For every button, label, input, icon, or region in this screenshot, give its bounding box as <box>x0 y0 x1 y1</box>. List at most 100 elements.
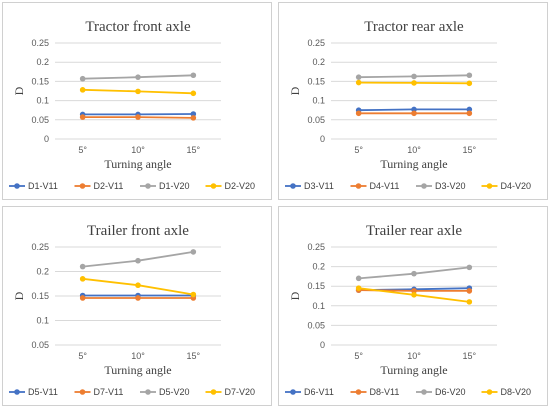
data-point-d4-v11 <box>355 110 362 117</box>
data-point-d1-v20 <box>79 75 86 82</box>
legend-marker <box>14 389 20 395</box>
legend-marker <box>14 183 20 189</box>
x-tick-label: 15° <box>463 351 477 361</box>
x-tick-label: 15° <box>187 145 201 155</box>
data-point-d3-v11 <box>411 106 417 113</box>
y-tick-label: 0.2 <box>312 262 325 272</box>
data-point-d1-v20 <box>135 74 141 80</box>
y-tick-label: 0.25 <box>31 242 49 252</box>
data-point-d3-v20 <box>466 72 473 79</box>
legend-marker <box>355 389 362 395</box>
y-tick-label: 0.25 <box>307 242 325 252</box>
legend-marker <box>290 183 296 189</box>
y-axis-label: D <box>12 291 26 300</box>
legend-entry: D4-V20 <box>501 181 532 191</box>
data-point-d2-v20 <box>190 90 197 97</box>
y-axis-label: D <box>12 86 26 95</box>
legend-entry: D4-V11 <box>370 181 400 191</box>
chart-trailer-rear-axle: Trailer rear axle 0 0.05 0.1 0.15 0.2 0.25 5° 10… <box>285 223 532 397</box>
data-point-d5-v20 <box>135 257 141 264</box>
data-point-d8-v20 <box>411 292 417 298</box>
data-point-d2-v11 <box>135 114 141 120</box>
legend-entry: D3-V20 <box>435 181 466 191</box>
y-tick-label: 0.1 <box>312 96 325 106</box>
x-axis-label: Turning angle <box>380 363 447 377</box>
x-tick-label: 10° <box>407 145 421 155</box>
x-tick-label: 15° <box>463 145 477 155</box>
legend-entry: D2-V11 <box>94 181 124 191</box>
data-point-d8-v20 <box>355 285 362 291</box>
y-tick-label: 0.15 <box>307 281 325 291</box>
y-tick-label: 0.05 <box>31 115 49 125</box>
y-tick-label: 0.2 <box>36 57 49 67</box>
data-point-d2-v20 <box>79 87 86 93</box>
chart-title: Trailer front axle <box>87 223 189 239</box>
data-point-d5-v20 <box>79 263 86 270</box>
x-tick-label: 5° <box>78 145 87 155</box>
y-tick-label: 0.15 <box>307 76 325 86</box>
legend-marker <box>486 183 493 189</box>
legend-entry: D2-V20 <box>225 181 256 191</box>
y-tick-label: 0.25 <box>31 38 49 48</box>
panel-trailer-rear-axle: Trailer rear axle 0 0.05 0.1 0.15 0.2 0.25 5° 10… <box>278 206 548 406</box>
data-point-d1-v11 <box>190 111 197 117</box>
legend-marker <box>79 183 86 189</box>
legend-entry: D1-V11 <box>28 181 58 191</box>
legend-marker <box>210 183 217 189</box>
x-tick-label: 5° <box>354 351 363 361</box>
data-point-d7-v11 <box>135 295 141 301</box>
x-axis-label: Turning angle <box>380 157 447 171</box>
legend-entry: D3-V11 <box>304 181 334 191</box>
data-point-d4-v11 <box>411 110 417 117</box>
data-point-d2-v11 <box>79 114 86 120</box>
legend-marker <box>421 183 427 189</box>
y-tick-label: 0.15 <box>31 76 49 86</box>
y-tick-label: 0.2 <box>312 57 325 67</box>
data-point-d7-v20 <box>79 276 86 282</box>
legend-entry: D7-V11 <box>94 387 124 397</box>
data-point-d3-v20 <box>411 73 417 80</box>
data-point-d4-v20 <box>355 79 362 86</box>
data-point-d8-v20 <box>466 299 473 305</box>
legend-entry: D6-V20 <box>435 387 466 397</box>
data-point-d2-v11 <box>190 115 197 121</box>
data-point-d4-v11 <box>466 110 473 117</box>
chart-trailer-front-axle: Trailer front axle 0.05 0.1 0.15 0.2 0.25 5° 10… <box>9 223 256 397</box>
y-tick-label: 0.25 <box>307 38 325 48</box>
data-point-d2-v20 <box>135 88 141 95</box>
x-tick-label: 15° <box>187 351 201 361</box>
x-axis-label: Turning angle <box>104 157 171 171</box>
y-tick-label: 0 <box>44 134 49 144</box>
y-axis-label: D <box>288 86 302 95</box>
panel-tractor-rear-axle: Tractor rear axle 0 0.05 0.1 0.15 0.2 0.25 5° 10… <box>278 2 548 200</box>
panel-trailer-front-axle: Trailer front axle 0.05 0.1 0.15 0.2 0.25 5° 10… <box>2 206 272 406</box>
legend-entry: D8-V11 <box>370 387 400 397</box>
data-point-d6-v20 <box>466 264 473 271</box>
legend-entry: D8-V20 <box>501 387 532 397</box>
x-axis-label: Turning angle <box>104 363 171 377</box>
data-point-d7-v11 <box>79 295 86 301</box>
legend-entry: D1-V20 <box>159 181 190 191</box>
x-tick-label: 10° <box>131 145 145 155</box>
y-tick-label: 0.1 <box>36 96 49 106</box>
x-tick-label: 10° <box>131 351 145 361</box>
y-tick-label: 0 <box>320 134 325 144</box>
y-tick-label: 0.2 <box>36 267 49 277</box>
y-tick-label: 0.1 <box>312 301 325 311</box>
chart-title: Tractor front axle <box>85 19 191 35</box>
legend-marker <box>421 389 427 395</box>
legend-marker <box>145 389 151 395</box>
data-point-d8-v11 <box>466 288 473 294</box>
y-tick-label: 0.05 <box>31 340 49 350</box>
legend-marker <box>355 183 362 189</box>
legend-entry: D7-V20 <box>225 387 256 397</box>
chart-tractor-front-axle: Tractor front axle 0 0.05 0.1 0.15 0.2 0.25 5° 1… <box>9 19 256 191</box>
x-tick-label: 5° <box>354 145 363 155</box>
y-tick-label: 0.15 <box>31 291 49 301</box>
legend-marker <box>210 389 217 395</box>
data-point-d1-v20 <box>190 72 197 79</box>
data-point-d3-v20 <box>355 74 362 80</box>
data-point-d7-v20 <box>190 291 197 298</box>
legend-marker <box>290 389 296 395</box>
data-point-d8-v11 <box>411 288 417 294</box>
